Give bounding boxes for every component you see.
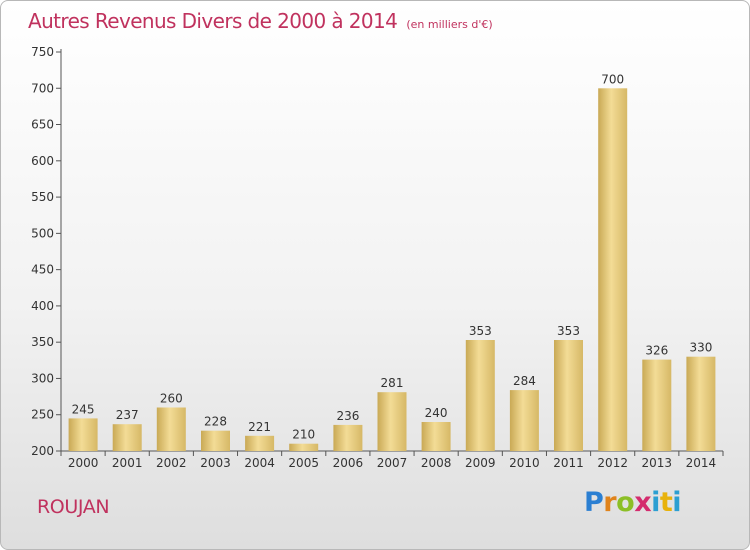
x-tick-label-2004: 2004 [244, 456, 275, 470]
x-tick-label-2009: 2009 [465, 456, 496, 470]
x-tick-label-2002: 2002 [156, 456, 187, 470]
x-tick-label-2010: 2010 [509, 456, 540, 470]
x-tick-label-2000: 2000 [68, 456, 99, 470]
x-tick-label-2001: 2001 [112, 456, 143, 470]
bar-2003 [201, 430, 230, 451]
proxiti-logo: Proxiti [584, 487, 682, 518]
chart-title: Autres Revenus Divers de 2000 à 2014 (en… [28, 9, 493, 33]
bar-2011 [554, 340, 583, 451]
bar-2007 [377, 392, 407, 451]
y-tick-label: 750 [31, 45, 54, 59]
bar-2008 [421, 422, 451, 451]
bar-2009 [465, 340, 495, 451]
x-tick-label-2011: 2011 [553, 456, 584, 470]
bar-2013 [642, 359, 672, 451]
value-label-2001: 237 [116, 408, 139, 422]
value-label-2011: 353 [557, 324, 580, 338]
x-tick-label-2008: 2008 [421, 456, 452, 470]
place-name: ROUJAN [37, 496, 110, 518]
value-label-2004: 221 [248, 420, 271, 434]
y-tick-label: 400 [31, 299, 54, 313]
y-tick-label: 250 [31, 408, 54, 422]
chart-axes: 200 250 300 350 400 450 500 550 600 650 700 750 2000… [31, 45, 724, 470]
chart-title-main: Autres Revenus Divers de 2000 à 2014 [28, 9, 398, 33]
value-label-2000: 245 [72, 402, 95, 416]
value-label-2005: 210 [292, 428, 315, 442]
bar-2012 [598, 88, 628, 452]
y-tick-label: 200 [31, 444, 54, 458]
x-tick-label-2007: 2007 [377, 456, 408, 470]
x-tick-label-2013: 2013 [642, 456, 673, 470]
bar-2004 [245, 435, 275, 451]
value-label-2008: 240 [425, 406, 448, 420]
x-tick-label-2005: 2005 [288, 456, 319, 470]
bar-2005 [289, 443, 319, 451]
value-label-2013: 326 [645, 344, 668, 358]
value-label-2002: 260 [160, 392, 183, 406]
y-tick-label: 550 [31, 190, 54, 204]
value-label-2006: 236 [336, 409, 359, 423]
chart-value-labels: 245 237 260 228 221 210 236 281 240 353 284 353 700 3… [72, 72, 713, 441]
bar-2001 [112, 424, 142, 451]
y-tick-label: 650 [31, 118, 54, 132]
y-tick-label: 450 [31, 263, 54, 277]
bar-2014 [686, 356, 716, 451]
x-tick-label-2006: 2006 [333, 456, 364, 470]
chart-title-unit: (en milliers d'€) [406, 18, 493, 31]
x-tick-label-2012: 2012 [597, 456, 628, 470]
bar-2000 [68, 418, 98, 451]
value-label-2009: 353 [469, 324, 492, 338]
y-tick-label: 500 [31, 226, 54, 240]
x-tick-label-2014: 2014 [686, 456, 717, 470]
y-tick-label: 350 [31, 335, 54, 349]
y-tick-label: 600 [31, 154, 54, 168]
bar-2010 [509, 390, 539, 451]
value-label-2003: 228 [204, 415, 227, 429]
value-label-2007: 281 [381, 376, 404, 390]
chart-bars [68, 88, 716, 452]
bar-2006 [333, 424, 363, 451]
bar-2002 [156, 407, 186, 451]
value-label-2014: 330 [689, 341, 712, 355]
x-tick-label-2003: 2003 [200, 456, 231, 470]
value-label-2012: 700 [601, 72, 624, 86]
value-label-2010: 284 [513, 374, 536, 388]
y-tick-label: 700 [31, 81, 54, 95]
y-tick-label: 300 [31, 371, 54, 385]
